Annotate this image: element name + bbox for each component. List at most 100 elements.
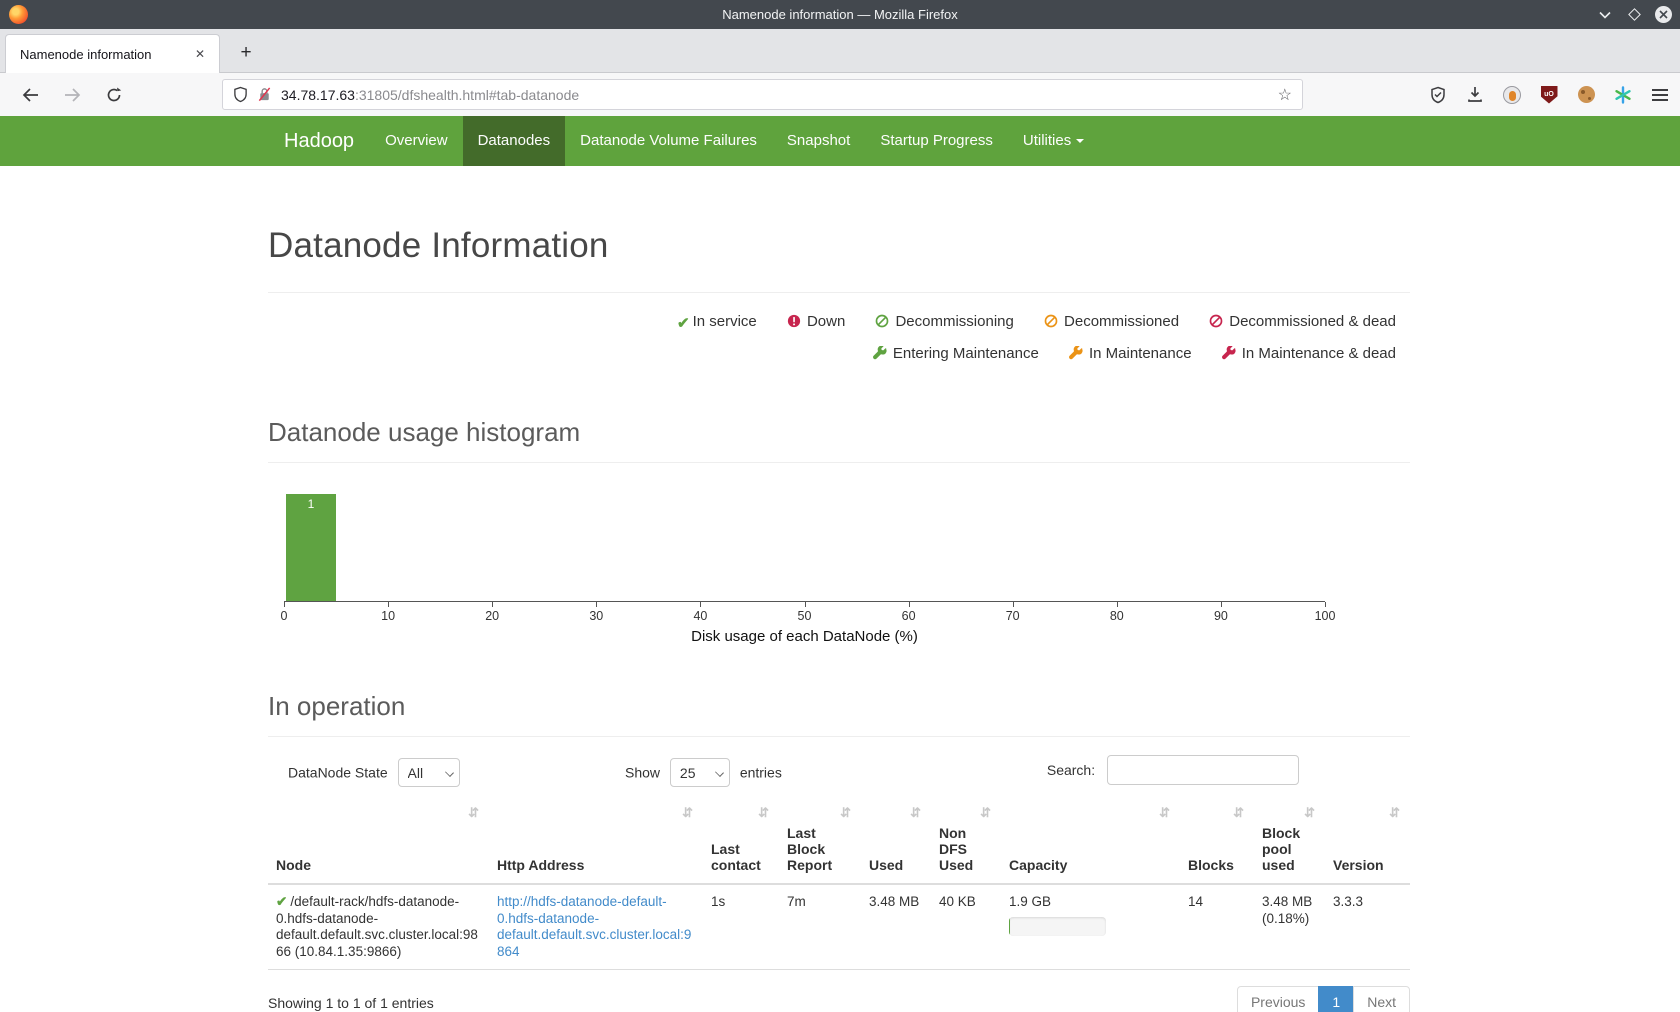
entries-label: entries [739, 764, 782, 781]
sort-icon[interactable] [910, 805, 921, 821]
search-label: Search: [1046, 762, 1096, 778]
sort-icon[interactable] [1233, 805, 1244, 821]
column-header-node[interactable]: Node [268, 797, 489, 885]
container-extension-icon[interactable] [1502, 85, 1522, 105]
sort-icon[interactable] [840, 805, 851, 821]
column-header-http-address[interactable]: Http Address [489, 797, 703, 885]
url-path: :31805/dfshealth.html#tab-datanode [354, 86, 580, 103]
sort-icon[interactable] [980, 805, 991, 821]
show-label: Show [625, 764, 661, 781]
wrench-icon [1221, 341, 1236, 371]
protections-shield-icon[interactable] [1428, 85, 1448, 105]
capacity-progress-bar [1009, 916, 1106, 936]
exclamation-circle-icon [787, 309, 801, 339]
reload-button[interactable] [102, 87, 126, 103]
cookie-extension-icon[interactable] [1576, 85, 1596, 105]
tab-strip: Namenode information ✕ + [0, 29, 1680, 73]
sort-icon[interactable] [758, 805, 769, 821]
download-icon[interactable] [1465, 85, 1485, 105]
legend-decommissioning: Decommissioning [875, 313, 1014, 330]
legend-in-service: In service [677, 313, 757, 330]
nav-item-snapshot[interactable]: Snapshot [786, 132, 851, 149]
pagination-previous[interactable]: Previous [1236, 986, 1320, 1012]
cell-block-pool-used: 3.48 MB (0.18%) [1254, 884, 1325, 970]
legend-down: Down [787, 313, 845, 330]
column-header-block-pool-used[interactable]: Block pool used [1254, 797, 1325, 885]
cell-used: 3.48 MB [861, 884, 931, 970]
navbar-brand[interactable]: Hadoop [284, 130, 355, 152]
datanode-usage-histogram: 1 0 10 20 30 40 50 60 70 80 90 100 Disk … [268, 494, 1410, 645]
menu-icon[interactable] [1650, 85, 1670, 105]
legend-in-maintenance-dead: In Maintenance & dead [1221, 345, 1396, 362]
pagination-page-1[interactable]: 1 [1318, 986, 1355, 1012]
bar-value-label: 1 [307, 497, 315, 511]
column-header-version[interactable]: Version [1325, 797, 1410, 885]
close-button[interactable] [1655, 6, 1672, 23]
datanode-state-label: DataNode State [288, 764, 388, 781]
status-legend: In service Down Decommissioning Decommis… [268, 307, 1410, 371]
check-icon [677, 309, 690, 339]
sort-icon[interactable] [1159, 805, 1170, 821]
sort-icon[interactable] [468, 805, 479, 821]
cell-capacity: 1.9 GB [1001, 884, 1180, 970]
firefox-logo-icon [9, 5, 28, 24]
cell-node: /default-rack/hdfs-datanode-0.hdfs-datan… [268, 884, 489, 970]
ban-circle-icon [1044, 309, 1058, 339]
column-header-last-block-report[interactable]: Last Block Report [779, 797, 861, 885]
forward-button[interactable] [60, 87, 84, 102]
cell-non-dfs-used: 40 KB [931, 884, 1001, 970]
search-input[interactable] [1107, 755, 1299, 785]
sort-icon[interactable] [1304, 805, 1315, 821]
histogram-plot-area: 1 [284, 494, 1325, 602]
shield-icon[interactable] [233, 86, 248, 103]
browser-tab[interactable]: Namenode information ✕ [5, 34, 220, 73]
maximize-button[interactable] [1626, 7, 1642, 23]
x-axis-title: Disk usage of each DataNode (%) [691, 628, 918, 645]
legend-decommissioned-dead: Decommissioned & dead [1209, 313, 1396, 330]
http-address-link[interactable]: http://hdfs-datanode-default-0.hdfs-data… [497, 894, 692, 959]
nav-item-utilities[interactable]: Utilities [1008, 116, 1099, 166]
column-header-non-dfs-used[interactable]: Non DFS Used [931, 797, 1001, 885]
divider [268, 736, 1410, 737]
minimize-button[interactable] [1597, 7, 1613, 23]
url-bar[interactable]: 34.78.17.63:31805/dfshealth.html#tab-dat… [222, 79, 1303, 110]
sort-icon[interactable] [682, 805, 693, 821]
cell-blocks: 14 [1180, 884, 1254, 970]
sort-icon[interactable] [1389, 805, 1400, 821]
column-header-used[interactable]: Used [861, 797, 931, 885]
tab-close-icon[interactable]: ✕ [194, 47, 205, 61]
datanode-state-select[interactable]: All [397, 758, 460, 787]
histogram-heading: Datanode usage histogram [268, 417, 581, 447]
back-button[interactable] [18, 87, 42, 102]
pagination-next[interactable]: Next [1353, 986, 1410, 1012]
window-titlebar: Namenode information — Mozilla Firefox [0, 0, 1680, 29]
column-header-blocks[interactable]: Blocks [1180, 797, 1254, 885]
url-host: 34.78.17.63 [281, 86, 355, 103]
column-header-capacity[interactable]: Capacity [1001, 797, 1180, 885]
nav-item-overview[interactable]: Overview [385, 132, 448, 149]
hadoop-navbar: Hadoop Overview Datanodes Datanode Volum… [0, 116, 1680, 166]
new-tab-button[interactable]: + [240, 42, 252, 63]
ban-circle-icon [875, 309, 889, 339]
page-size-select[interactable]: 25 [669, 758, 730, 787]
table-controls: DataNode State All Show 25 entries Searc… [268, 755, 1410, 787]
histogram-bar: 1 [286, 494, 336, 601]
insecure-lock-icon[interactable] [257, 86, 272, 103]
column-header-last-contact[interactable]: Last contact [703, 797, 779, 885]
legend-in-maintenance: In Maintenance [1068, 345, 1192, 362]
browser-toolbar: 34.78.17.63:31805/dfshealth.html#tab-dat… [0, 73, 1680, 116]
window-title: Namenode information — Mozilla Firefox [722, 7, 958, 22]
pagination: Previous 1 Next [1236, 986, 1410, 1012]
nav-item-datanode-volume-failures[interactable]: Datanode Volume Failures [580, 132, 757, 149]
table-row: /default-rack/hdfs-datanode-0.hdfs-datan… [268, 884, 1410, 970]
asterisk-extension-icon[interactable] [1613, 85, 1633, 105]
legend-entering-maintenance: Entering Maintenance [872, 345, 1039, 362]
x-axis: 0 10 20 30 40 50 60 70 80 90 100 [281, 602, 1335, 626]
ublock-origin-icon[interactable]: uO [1539, 85, 1559, 105]
wrench-icon [872, 341, 887, 371]
table-info: Showing 1 to 1 of 1 entries [268, 995, 434, 1011]
nav-item-startup-progress[interactable]: Startup Progress [880, 132, 993, 149]
nav-item-datanodes[interactable]: Datanodes [462, 116, 566, 166]
bookmark-star-icon[interactable]: ☆ [1277, 86, 1292, 104]
divider [268, 462, 1410, 463]
